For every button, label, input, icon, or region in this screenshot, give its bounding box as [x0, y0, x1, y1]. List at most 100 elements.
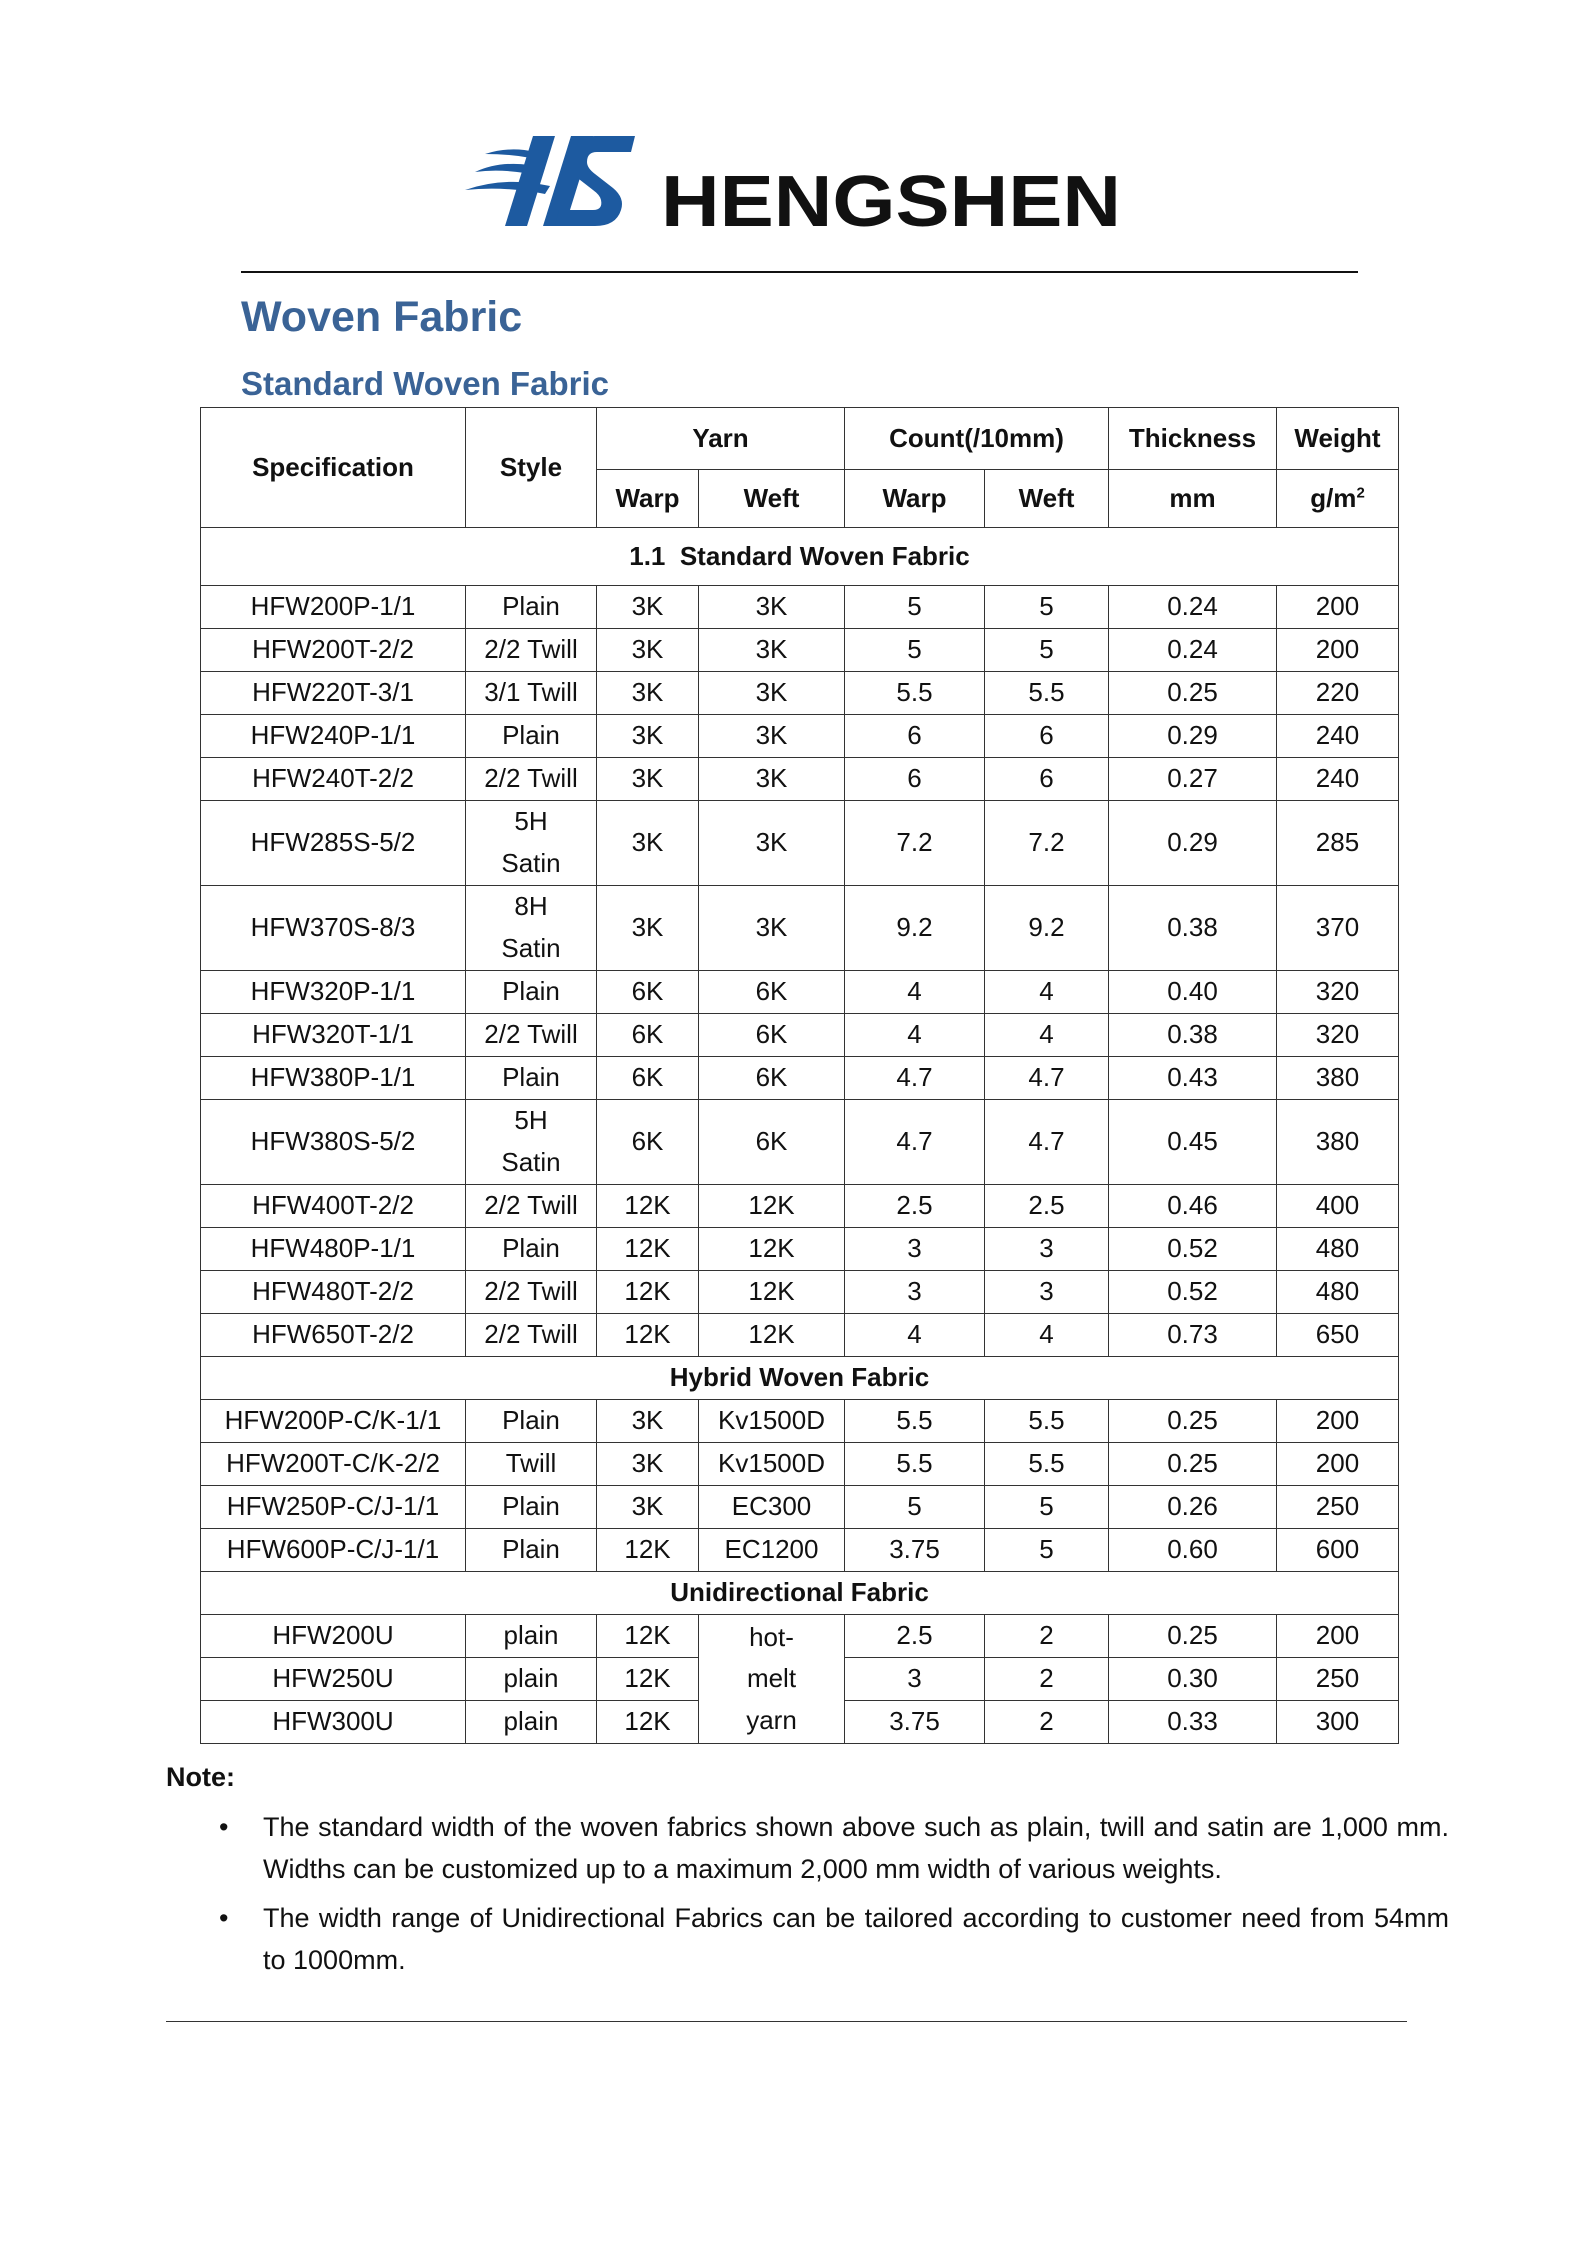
- section-title: Hybrid Woven Fabric: [200, 1356, 1399, 1400]
- cell-count-weft: 5: [984, 585, 1109, 629]
- weight-unit-exponent: 2: [1356, 484, 1365, 502]
- cell-yarn-weft: 3K: [698, 885, 845, 971]
- cell-weight: 480: [1276, 1227, 1399, 1271]
- cell-thickness: 0.26: [1108, 1485, 1277, 1529]
- cell-style: plain: [465, 1657, 597, 1701]
- table-row: HFW370S-8/3 8H Satin 3K 3K 9.2 9.2 0.38 370: [200, 885, 1399, 971]
- cell-thickness: 0.52: [1108, 1227, 1277, 1271]
- cell-weight: 285: [1276, 800, 1399, 886]
- cell-yarn-weft: Kv1500D: [698, 1442, 845, 1486]
- bullet-icon: •: [219, 1903, 229, 1933]
- cell-yarn-weft: 3K: [698, 714, 845, 758]
- cell-spec: HFW200T-2/2: [200, 628, 466, 672]
- table-row: HFW320P-1/1 Plain 6K 6K 4 4 0.40 320: [200, 970, 1399, 1014]
- cell-thickness: 0.52: [1108, 1270, 1277, 1314]
- cell-count-weft: 5: [984, 1528, 1109, 1572]
- cell-style: Plain: [465, 1056, 597, 1100]
- note-text: The standard width of the woven fabrics …: [263, 1812, 1449, 1884]
- section-row: 1.1 Standard Woven Fabric: [200, 527, 1399, 586]
- logo-wordmark: HENGSHEN: [661, 162, 1121, 238]
- cell-yarn-warp: 3K: [596, 714, 699, 758]
- header-specification: Specification: [200, 407, 466, 528]
- cell-weight: 650: [1276, 1313, 1399, 1357]
- cell-yarn-weft: 12K: [698, 1227, 845, 1271]
- cell-style: Plain: [465, 1528, 597, 1572]
- cell-spec: HFW600P-C/J-1/1: [200, 1528, 466, 1572]
- cell-spec: HFW380P-1/1: [200, 1056, 466, 1100]
- cell-spec: HFW220T-3/1: [200, 671, 466, 715]
- table-row: HFW285S-5/2 5H Satin 3K 3K 7.2 7.2 0.29 285: [200, 800, 1399, 886]
- cell-thickness: 0.25: [1108, 671, 1277, 715]
- cell-style: 5H Satin: [465, 1099, 597, 1185]
- cell-yarn-weft: EC1200: [698, 1528, 845, 1572]
- cell-yarn-warp: 3K: [596, 1442, 699, 1486]
- cell-yarn-warp: 3K: [596, 885, 699, 971]
- cell-count-weft: 6: [984, 757, 1109, 801]
- cell-style: 2/2 Twill: [465, 1313, 597, 1357]
- cell-count-warp: 5: [844, 628, 985, 672]
- section-title: 1.1 Standard Woven Fabric: [200, 527, 1399, 586]
- table-row: HFW200P-1/1 Plain 3K 3K 5 5 0.24 200: [200, 585, 1399, 629]
- cell-spec: HFW480T-2/2: [200, 1270, 466, 1314]
- cell-weight: 600: [1276, 1528, 1399, 1572]
- cell-thickness: 0.29: [1108, 714, 1277, 758]
- cell-yarn-warp: 12K: [596, 1657, 699, 1701]
- header-count: Count(/10mm): [844, 407, 1109, 470]
- bullet-icon: •: [219, 1812, 229, 1842]
- cell-count-weft: 5.5: [984, 1399, 1109, 1443]
- cell-thickness: 0.30: [1108, 1657, 1277, 1701]
- note-label: Note:: [166, 1762, 235, 1792]
- cell-yarn-warp: 3K: [596, 585, 699, 629]
- cell-yarn-weft: 3K: [698, 628, 845, 672]
- cell-count-warp: 3: [844, 1657, 985, 1701]
- cell-weight: 240: [1276, 757, 1399, 801]
- cell-yarn-weft: EC300: [698, 1485, 845, 1529]
- cell-yarn-warp: 6K: [596, 1056, 699, 1100]
- cell-count-warp: 5: [844, 1485, 985, 1529]
- cell-yarn-weft: 6K: [698, 970, 845, 1014]
- cell-thickness: 0.25: [1108, 1442, 1277, 1486]
- cell-style: Plain: [465, 1399, 597, 1443]
- header-yarn: Yarn: [596, 407, 845, 470]
- table-row: HFW240P-1/1 Plain 3K 3K 6 6 0.29 240: [200, 714, 1399, 758]
- cell-count-warp: 4.7: [844, 1056, 985, 1100]
- cell-thickness: 0.29: [1108, 800, 1277, 886]
- cell-count-weft: 5.5: [984, 1442, 1109, 1486]
- cell-yarn-warp: 3K: [596, 800, 699, 886]
- cell-spec: HFW240P-1/1: [200, 714, 466, 758]
- table-row: HFW400T-2/2 2/2 Twill 12K 12K 2.5 2.5 0.46 400: [200, 1184, 1399, 1228]
- cell-spec: HFW380S-5/2: [200, 1099, 466, 1185]
- cell-style: Plain: [465, 1485, 597, 1529]
- cell-yarn-weft: 3K: [698, 800, 845, 886]
- cell-spec: HFW480P-1/1: [200, 1227, 466, 1271]
- cell-weight: 380: [1276, 1099, 1399, 1185]
- cell-thickness: 0.45: [1108, 1099, 1277, 1185]
- cell-thickness: 0.24: [1108, 628, 1277, 672]
- header-count-weft: Weft: [984, 469, 1109, 528]
- table-row: HFW300U plain 12K 3.75 2 0.33 300: [200, 1700, 1399, 1744]
- cell-yarn-warp: 6K: [596, 1099, 699, 1185]
- cell-yarn-weft: Kv1500D: [698, 1399, 845, 1443]
- cell-count-warp: 5.5: [844, 671, 985, 715]
- cell-thickness: 0.60: [1108, 1528, 1277, 1572]
- cell-style: 2/2 Twill: [465, 1184, 597, 1228]
- cell-count-warp: 3: [844, 1227, 985, 1271]
- table-row: HFW650T-2/2 2/2 Twill 12K 12K 4 4 0.73 650: [200, 1313, 1399, 1357]
- cell-yarn-warp: 3K: [596, 1485, 699, 1529]
- cell-style: Plain: [465, 585, 597, 629]
- cell-weight: 250: [1276, 1657, 1399, 1701]
- cell-yarn-weft: 12K: [698, 1184, 845, 1228]
- cell-yarn-weft: 6K: [698, 1099, 845, 1185]
- cell-thickness: 0.38: [1108, 885, 1277, 971]
- table-row: HFW240T-2/2 2/2 Twill 3K 3K 6 6 0.27 240: [200, 757, 1399, 801]
- cell-thickness: 0.43: [1108, 1056, 1277, 1100]
- cell-yarn-weft: 12K: [698, 1313, 845, 1357]
- cell-count-warp: 4: [844, 1313, 985, 1357]
- cell-yarn-warp: 12K: [596, 1227, 699, 1271]
- header-style: Style: [465, 407, 597, 528]
- cell-thickness: 0.38: [1108, 1013, 1277, 1057]
- cell-count-warp: 5.5: [844, 1399, 985, 1443]
- cell-spec: HFW250U: [200, 1657, 466, 1701]
- cell-spec: HFW285S-5/2: [200, 800, 466, 886]
- cell-yarn-warp: 3K: [596, 671, 699, 715]
